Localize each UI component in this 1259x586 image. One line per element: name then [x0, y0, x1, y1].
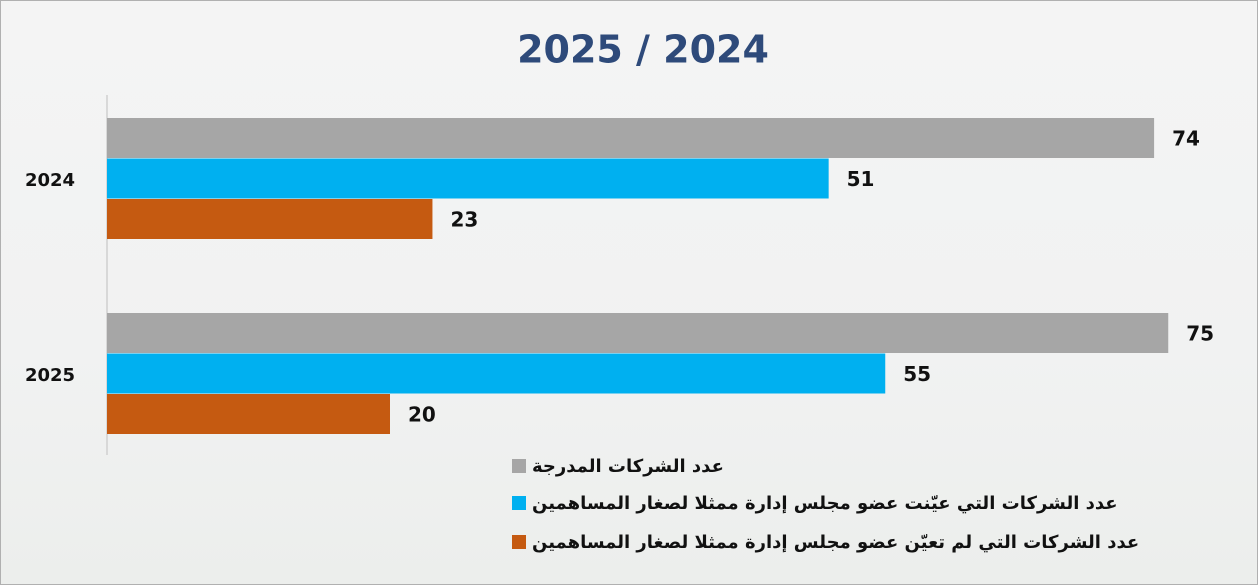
bar: [107, 313, 1169, 353]
legend-swatch: [512, 459, 526, 473]
legend-swatch: [512, 496, 526, 510]
bar: [107, 353, 886, 394]
legend-label: عدد الشركات التي عيّنت عضو مجلس إدارة مم…: [532, 493, 1118, 514]
category-label: 2025: [25, 365, 75, 386]
value-label: 75: [1186, 322, 1214, 346]
bar: [107, 199, 433, 239]
bar: [107, 158, 829, 199]
bar: [107, 118, 1155, 158]
chart-title: 2025 / 2024: [517, 28, 769, 72]
value-label: 20: [408, 403, 436, 427]
category-label: 2024: [25, 170, 75, 191]
value-label: 23: [450, 208, 478, 232]
bar: [107, 394, 390, 434]
legend-label: عدد الشركات المدرجة: [532, 456, 724, 477]
legend-swatch: [512, 535, 526, 549]
value-label: 51: [847, 167, 875, 191]
value-label: 55: [903, 362, 931, 386]
legend-label: عدد الشركات التي لم تعيّن عضو مجلس إدارة…: [532, 532, 1139, 553]
value-label: 74: [1172, 127, 1200, 151]
